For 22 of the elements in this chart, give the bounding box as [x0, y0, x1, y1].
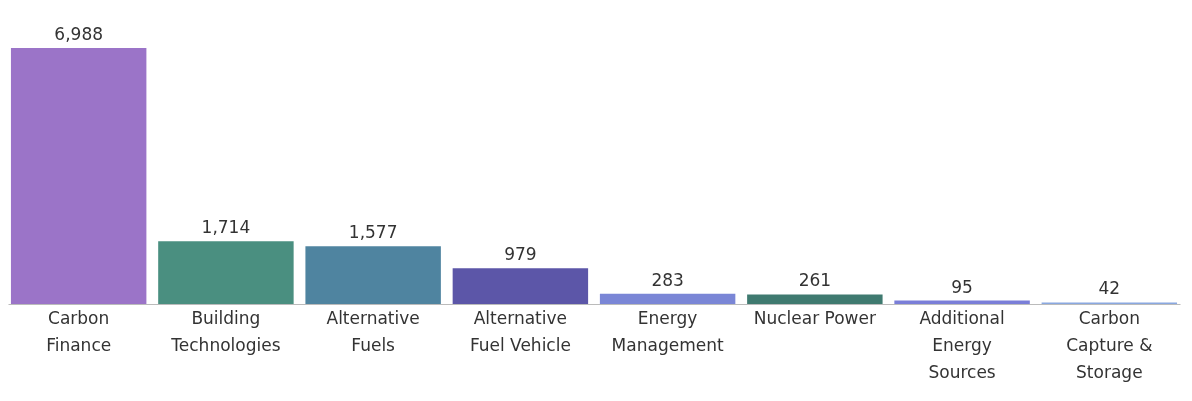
x-tick-label: Nuclear Power	[753, 307, 876, 328]
bar	[158, 241, 294, 304]
data-label: 1,714	[201, 217, 251, 238]
bar	[452, 268, 589, 304]
data-label: 283	[651, 269, 684, 290]
data-label: 95	[951, 276, 973, 297]
bar	[305, 246, 441, 304]
x-tick-label: Additional Energy Sources	[919, 307, 1005, 382]
bar	[10, 48, 147, 304]
bar	[747, 294, 883, 304]
x-tick-label: Building Technologies	[170, 307, 281, 355]
bar	[599, 293, 736, 304]
x-tick-label: Alternative Fuels	[326, 307, 420, 355]
x-tick-label: Carbon Finance	[46, 307, 112, 355]
data-label: 42	[1098, 278, 1121, 299]
data-label: 6,988	[54, 24, 104, 44]
data-label: 261	[798, 270, 832, 291]
x-tick-label: Carbon Capture & Storage	[1066, 307, 1153, 382]
x-tick-label: Alternative Fuel Vehicle	[469, 307, 571, 355]
x-tick-label: Energy Management	[611, 307, 724, 355]
data-label: 979	[504, 244, 537, 265]
data-label: 1,577	[348, 222, 398, 243]
